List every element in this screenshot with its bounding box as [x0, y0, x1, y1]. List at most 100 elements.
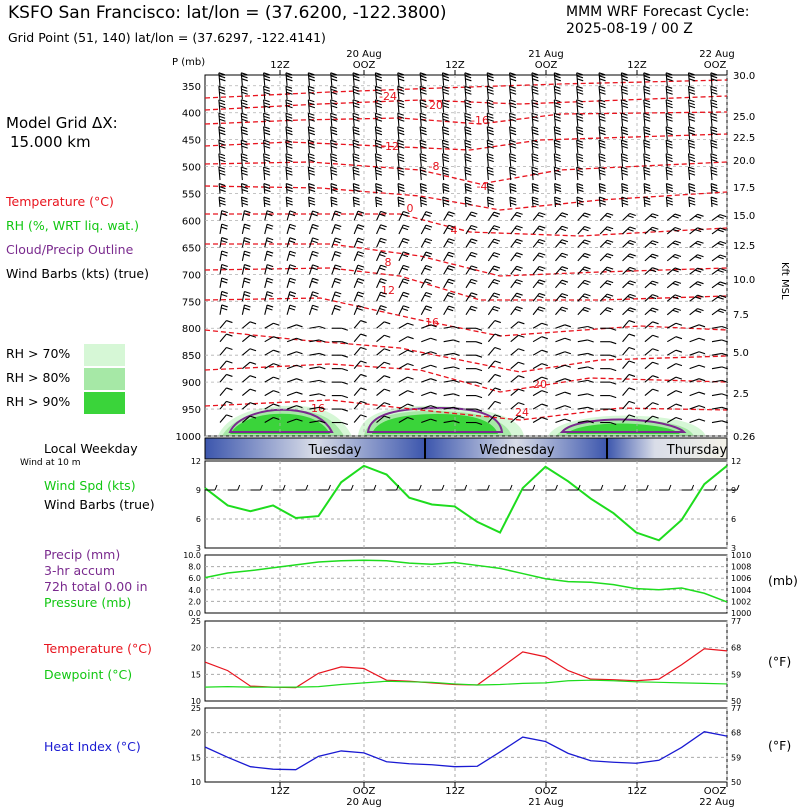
wind-barb-flag — [721, 352, 729, 356]
wind-barb-flag — [688, 78, 696, 82]
wind-barb-flag — [576, 153, 583, 157]
wind-barb-flag — [249, 361, 257, 365]
temperature-contour-label: 24 — [515, 406, 529, 419]
wind-barb — [532, 212, 540, 221]
wind-barb-flag — [582, 295, 589, 299]
wind-barb — [264, 336, 274, 343]
wind-barb-flag — [688, 156, 695, 160]
wind-barb-flag — [487, 105, 494, 109]
wind-barb-flag — [286, 129, 293, 133]
wind-barb — [689, 227, 698, 235]
wind-barb-flag — [493, 225, 501, 229]
wind-barb-flag — [266, 223, 274, 227]
wind-barb-flag — [341, 408, 348, 412]
wind-barb-flag — [341, 341, 348, 345]
wind-barb — [689, 351, 700, 356]
wind-barb — [689, 324, 700, 329]
wind-barb-flag — [576, 156, 584, 160]
wind-barb-flag — [360, 333, 367, 337]
wind-barb — [309, 393, 320, 397]
wind-barb — [487, 265, 495, 275]
wind-barb-flag — [554, 183, 561, 187]
wind-barb — [689, 281, 698, 289]
wind-barb — [532, 322, 543, 329]
wind-barb-flag — [710, 183, 718, 187]
wind-barb — [689, 308, 698, 316]
wind-barb — [308, 264, 314, 275]
wind-barb-flag — [241, 126, 248, 130]
wind-barb-flag — [666, 88, 673, 92]
wind-barb-flag — [532, 145, 539, 149]
wind-barb-flag — [286, 132, 293, 136]
wind-barb-flag — [672, 309, 679, 313]
model-grid-label: Model Grid ΔX: — [6, 114, 118, 132]
wind-barb-flag — [243, 293, 250, 297]
wind-barb-flag — [285, 126, 293, 130]
wind-barb-flag — [397, 142, 405, 146]
wind-barb-flag — [226, 373, 233, 377]
wind-barb-flag — [487, 189, 495, 193]
wind-height-label: Wind at 10 m — [20, 458, 81, 468]
wind-barb-flag — [353, 78, 360, 82]
wind-barb-flag — [241, 88, 248, 92]
wind-barb-flag — [407, 417, 414, 421]
wind-barb-flag — [420, 183, 427, 187]
wind-barb-flag — [710, 156, 718, 160]
wind-barb — [555, 418, 566, 424]
wind-barb-flag — [561, 239, 569, 243]
wind-barb-flag — [554, 72, 561, 76]
wind-barb-flag — [425, 251, 433, 255]
wind-barb-flag — [330, 196, 338, 200]
wind-barb-flag — [584, 212, 591, 216]
wind-barb-flag — [514, 308, 522, 312]
wind-barb-flag — [532, 202, 539, 206]
wind-barb-flag — [419, 112, 427, 116]
pressure-unit: (mb) — [768, 573, 798, 588]
wind-barb — [264, 349, 274, 356]
wind-barb-flag — [610, 395, 617, 399]
wind-barb-flag — [717, 283, 724, 287]
wind-barb — [286, 324, 297, 329]
wind-barb-flag — [621, 172, 629, 176]
wind-barb-flag — [443, 202, 450, 206]
wind-barb — [443, 420, 454, 424]
wind-barb-flag — [420, 196, 427, 200]
wind-barb-flag — [221, 210, 228, 214]
wind-barb-flag — [621, 139, 628, 143]
wind-barb — [689, 337, 700, 343]
dewpoint-label: Dewpoint (°C) — [44, 667, 133, 682]
wind-barb-flag — [710, 112, 718, 116]
wind-barb-flag — [541, 403, 548, 407]
wind-barb-flag — [697, 254, 704, 258]
wind-barb-flag — [226, 414, 233, 418]
wind-barb-flag — [308, 99, 315, 103]
wind-barb-flag — [430, 351, 437, 355]
wind-barb-flag — [420, 88, 427, 92]
wind-barb-flag — [397, 139, 404, 143]
wind-barb — [487, 292, 495, 302]
wind-barb-flag — [218, 183, 226, 187]
wind-barb-flag — [509, 85, 516, 89]
wind-barb-flag — [584, 266, 591, 270]
surface-wind-barb-flag — [373, 484, 377, 491]
wind-barb-flag — [471, 238, 478, 242]
wind-barb-flag — [273, 403, 280, 407]
wind-barb-flag — [375, 91, 383, 95]
wind-barb — [487, 252, 495, 262]
wind-barb-flag — [509, 115, 517, 119]
wind-barb-flag — [509, 118, 517, 122]
wind-barb-flag — [356, 213, 363, 217]
wind-barb-flag — [397, 169, 405, 173]
wind-barb-flag — [604, 255, 612, 259]
wind-barb-flag — [604, 268, 612, 272]
wind-barb-flag — [308, 91, 316, 95]
wind-barb-flag — [360, 346, 367, 351]
wind-barb-flag — [289, 250, 297, 254]
wind-barb-flag — [241, 115, 248, 119]
wind-barb-flag — [698, 391, 706, 395]
wind-barb-flag — [442, 199, 450, 203]
surface-wind-barb-flag — [214, 484, 218, 491]
wind-barb — [599, 293, 608, 302]
wind-barb-flag — [599, 159, 606, 163]
wind-barb-flag — [221, 280, 228, 284]
